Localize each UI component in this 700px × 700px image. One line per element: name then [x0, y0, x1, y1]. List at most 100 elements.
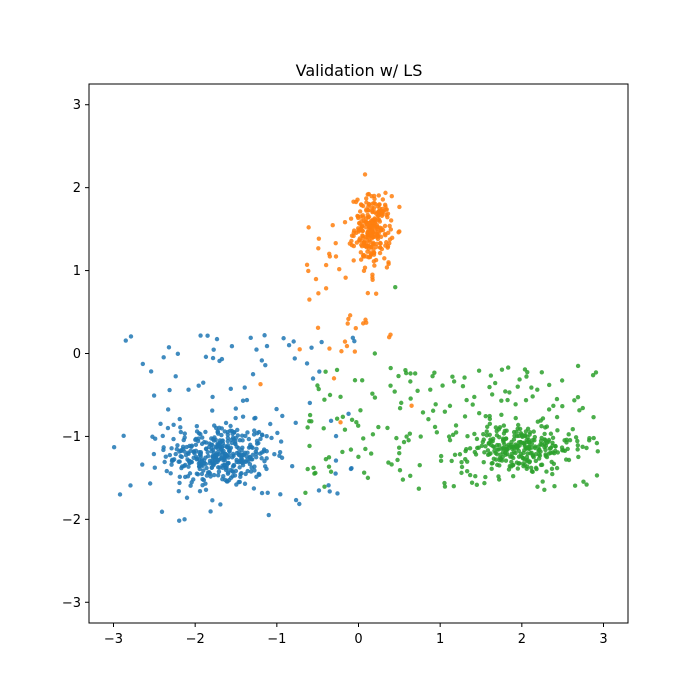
scatter-point-series-1 [246, 436, 252, 442]
scatter-point-series-1 [184, 495, 190, 500]
scatter-point-series-1 [197, 488, 203, 494]
scatter-point-series-3 [355, 423, 361, 428]
scatter-point-series-1 [203, 487, 209, 492]
scatter-point-series-2 [330, 223, 335, 228]
scatter-point-series-2 [378, 240, 383, 246]
scatter-point-series-2 [331, 376, 337, 381]
scatter-point-series-1 [196, 383, 201, 388]
scatter-point-series-1 [151, 393, 157, 398]
scatter-point-series-1 [259, 456, 264, 461]
scatter-point-series-1 [175, 351, 181, 357]
scatter-point-series-2 [383, 233, 388, 238]
scatter-point-series-1 [178, 453, 183, 459]
scatter-point-series-2 [387, 223, 392, 229]
scatter-point-series-2 [369, 244, 374, 250]
scatter-point-series-1 [231, 463, 237, 468]
scatter-point-series-2 [352, 349, 358, 354]
scatter-point-series-1 [264, 456, 269, 461]
scatter-point-series-1 [200, 463, 205, 469]
scatter-point-series-1 [208, 474, 213, 479]
scatter-point-series-3 [430, 373, 435, 379]
scatter-point-series-1 [217, 425, 222, 431]
scatter-point-series-1 [237, 465, 242, 470]
scatter-point-series-3 [334, 416, 340, 421]
scatter-point-series-1 [199, 457, 205, 462]
scatter-point-series-1 [254, 451, 259, 456]
scatter-point-series-1 [171, 422, 176, 427]
scatter-point-series-2 [409, 403, 414, 408]
scatter-point-series-3 [510, 473, 516, 479]
scatter-point-series-3 [515, 384, 520, 389]
scatter-point-series-2 [327, 346, 332, 351]
points-layer [111, 172, 600, 523]
scatter-point-series-3 [544, 454, 550, 460]
scatter-point-series-2 [306, 225, 311, 230]
scatter-point-series-2 [364, 320, 369, 325]
scatter-point-series-1 [194, 423, 200, 429]
scatter-point-series-1 [326, 483, 331, 488]
scatter-point-series-1 [243, 471, 248, 477]
scatter-point-series-3 [408, 396, 413, 401]
scatter-point-series-3 [505, 397, 510, 403]
scatter-point-series-2 [354, 240, 360, 245]
scatter-point-series-3 [340, 449, 345, 455]
scatter-point-series-3 [522, 367, 528, 372]
scatter-point-series-1 [262, 464, 268, 469]
scatter-point-series-1 [280, 413, 285, 419]
scatter-point-series-2 [363, 234, 369, 240]
scatter-point-series-1 [183, 474, 188, 480]
scatter-point-series-3 [483, 474, 488, 480]
scatter-point-series-3 [491, 456, 497, 462]
scatter-point-series-2 [342, 339, 348, 344]
scatter-point-series-1 [272, 452, 277, 457]
scatter-point-series-2 [388, 218, 394, 223]
scatter-point-series-3 [543, 447, 548, 453]
scatter-point-series-3 [497, 443, 502, 448]
scatter-point-series-1 [223, 467, 229, 473]
scatter-point-series-3 [482, 450, 487, 455]
scatter-point-series-1 [252, 416, 257, 421]
scatter-point-series-1 [248, 442, 253, 448]
scatter-point-series-3 [505, 365, 511, 370]
scatter-point-series-1 [239, 452, 245, 457]
scatter-point-series-3 [576, 454, 581, 460]
scatter-point-series-1 [189, 444, 194, 449]
scatter-point-series-3 [415, 388, 420, 393]
scatter-point-series-1 [249, 465, 254, 470]
scatter-point-series-3 [322, 484, 327, 489]
scatter-point-series-2 [333, 240, 338, 246]
scatter-point-series-3 [538, 462, 544, 468]
scatter-point-series-1 [165, 407, 171, 412]
scatter-point-series-3 [408, 379, 413, 384]
scatter-point-series-1 [187, 460, 192, 466]
scatter-point-series-3 [356, 454, 361, 460]
x-tick-label: 0 [354, 632, 362, 647]
scatter-point-series-3 [490, 444, 496, 449]
scatter-point-series-3 [591, 435, 596, 441]
axes-frame [88, 83, 629, 624]
scatter-point-series-3 [546, 437, 552, 443]
scatter-point-series-1 [247, 461, 253, 467]
scatter-point-series-1 [297, 501, 302, 507]
scatter-point-series-3 [460, 384, 466, 389]
scatter-point-series-3 [525, 426, 531, 431]
scatter-point-series-2 [378, 234, 384, 240]
scatter-point-series-2 [386, 260, 391, 265]
scatter-point-series-3 [500, 436, 506, 441]
scatter-point-series-1 [256, 471, 262, 477]
scatter-point-series-3 [513, 402, 518, 407]
scatter-point-series-1 [203, 446, 209, 452]
scatter-point-series-1 [233, 415, 238, 421]
scatter-point-series-3 [396, 445, 402, 450]
scatter-point-series-1 [230, 455, 235, 460]
scatter-point-series-1 [168, 471, 173, 476]
scatter-point-series-3 [530, 394, 535, 399]
ticks-layer: −3 −2 −1 0 1 2 3 −3 −2 −1 0 1 2 3 [62, 98, 608, 647]
scatter-point-series-3 [489, 461, 494, 466]
scatter-point-series-3 [591, 414, 596, 420]
scatter-point-series-1 [225, 438, 230, 444]
scatter-point-series-3 [408, 473, 413, 479]
scatter-point-series-2 [316, 246, 321, 251]
scatter-point-series-3 [488, 373, 494, 378]
scatter-point-series-1 [186, 387, 191, 392]
